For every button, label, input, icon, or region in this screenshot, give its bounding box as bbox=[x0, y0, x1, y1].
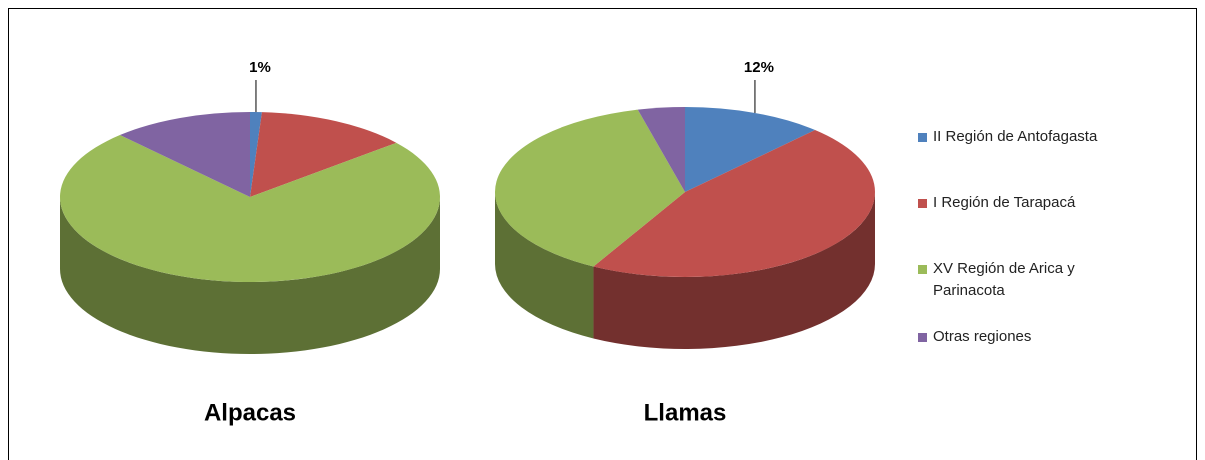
frame bbox=[8, 8, 1197, 460]
pie-slice bbox=[495, 109, 685, 267]
pie-side bbox=[495, 192, 594, 339]
legend-swatch bbox=[918, 265, 927, 274]
legend-label: Otras regiones bbox=[933, 328, 1032, 345]
pie-slice bbox=[593, 130, 876, 277]
legend-item: II Región de Antofagasta bbox=[918, 126, 1123, 148]
legend-item: Otras regiones bbox=[918, 326, 1123, 348]
pie-slice bbox=[119, 112, 250, 197]
legend-item: XV Región de Arica y Parinacota bbox=[918, 258, 1123, 302]
data-label: 1% bbox=[249, 59, 271, 76]
data-label: 12% bbox=[744, 59, 774, 76]
pie-side bbox=[593, 192, 875, 349]
pie-slice bbox=[250, 112, 397, 197]
legend-label: XV Región de Arica y Parinacota bbox=[933, 260, 1075, 299]
pie-slice bbox=[250, 112, 262, 197]
pie-slice bbox=[685, 107, 816, 192]
legend-swatch bbox=[918, 133, 927, 142]
legend-swatch bbox=[918, 199, 927, 208]
chart-title: Alpacas bbox=[204, 399, 296, 426]
legend-item: I Región de Tarapacá bbox=[918, 192, 1123, 214]
pie-side bbox=[60, 197, 440, 354]
pie-slice bbox=[60, 135, 441, 282]
chart-title: Llamas bbox=[644, 399, 727, 426]
pie-slice bbox=[637, 107, 685, 192]
legend-swatch bbox=[918, 333, 927, 342]
legend-label: II Región de Antofagasta bbox=[933, 128, 1098, 145]
legend-label: I Región de Tarapacá bbox=[933, 194, 1076, 211]
legend: II Región de Antofagasta I Región de Tara… bbox=[918, 126, 1168, 392]
